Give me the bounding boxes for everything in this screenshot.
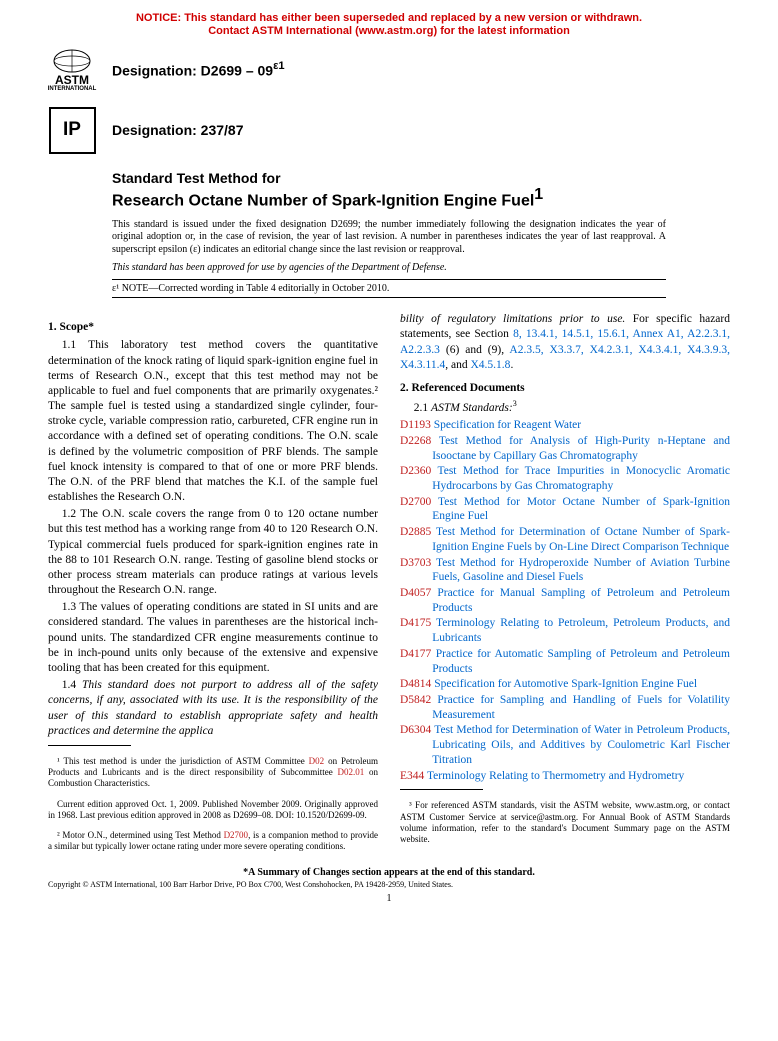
scope-links-3[interactable]: X4.5.1.8 bbox=[471, 359, 511, 371]
reference-text[interactable]: Test Method for Determination of Octane … bbox=[431, 526, 730, 553]
reference-num[interactable]: D4175 bbox=[400, 617, 431, 629]
reference-item: D6304 Test Method for Determination of W… bbox=[400, 723, 730, 767]
reference-text[interactable]: Terminology Relating to Thermometry and … bbox=[424, 770, 684, 782]
scope-head: 1. Scope* bbox=[48, 320, 378, 335]
designation-2: Designation: 237/87 bbox=[112, 122, 244, 138]
reference-item: D2885 Test Method for Determination of O… bbox=[400, 525, 730, 554]
reference-num[interactable]: D1193 bbox=[400, 419, 431, 431]
refdocs-sub-ital: ASTM Standards: bbox=[431, 402, 513, 414]
title-line: Research Octane Number of Spark-Ignition… bbox=[112, 186, 730, 210]
notice: NOTICE: This standard has either been su… bbox=[48, 12, 730, 38]
scope-p4-end: . bbox=[510, 359, 513, 371]
scope-p4-and: , and bbox=[445, 359, 470, 371]
reference-text[interactable]: Test Method for Analysis of High-Purity … bbox=[431, 435, 730, 462]
meta-text: This standard is issued under the fixed … bbox=[112, 219, 666, 257]
designation-row-2: IP Designation: 237/87 bbox=[48, 106, 730, 154]
title: Research Octane Number of Spark-Ignition… bbox=[112, 193, 534, 210]
reference-item: D4057 Practice for Manual Sampling of Pe… bbox=[400, 586, 730, 615]
reference-text[interactable]: Test Method for Trace Impurities in Mono… bbox=[431, 465, 730, 492]
refdocs-sub: 2.1 ASTM Standards:3 bbox=[400, 399, 730, 416]
scope-p2: 1.2 The O.N. scale covers the range from… bbox=[48, 507, 378, 598]
reference-text[interactable]: Test Method for Motor Octane Number of S… bbox=[431, 496, 730, 523]
meta-italic: This standard has been approved for use … bbox=[112, 262, 666, 273]
footnote-divider-right bbox=[400, 789, 483, 790]
reference-text[interactable]: Specification for Automotive Spark-Ignit… bbox=[431, 678, 697, 690]
title-prefix: Standard Test Method for bbox=[112, 170, 730, 186]
notice-line2: Contact ASTM International (www.astm.org… bbox=[208, 25, 570, 37]
scope-p4-cont-ital: bility of regulatory limitations prior t… bbox=[400, 313, 625, 325]
reference-num[interactable]: E344 bbox=[400, 770, 424, 782]
reference-item: D2268 Test Method for Analysis of High-P… bbox=[400, 434, 730, 463]
reference-num[interactable]: D4177 bbox=[400, 648, 431, 660]
reference-item: D4814 Specification for Automotive Spark… bbox=[400, 677, 730, 692]
left-column-group: 1. Scope* 1.1 This laboratory test metho… bbox=[48, 320, 378, 852]
reference-num[interactable]: D2268 bbox=[400, 435, 431, 447]
reference-text[interactable]: Practice for Sampling and Handling of Fu… bbox=[431, 694, 730, 721]
reference-item: D4177 Practice for Automatic Sampling of… bbox=[400, 647, 730, 676]
reference-text[interactable]: Test Method for Hydroperoxide Number of … bbox=[431, 557, 730, 584]
scope-p4-pre: 1.4 bbox=[62, 679, 82, 691]
scope-p4-start: 1.4 This standard does not purport to ad… bbox=[48, 678, 378, 739]
footnote-2: ² Motor O.N., determined using Test Meth… bbox=[48, 830, 378, 853]
designation-1-sup: ε1 bbox=[273, 60, 285, 72]
reference-text[interactable]: Test Method for Determination of Water i… bbox=[431, 724, 730, 765]
title-block: Standard Test Method for Research Octane… bbox=[112, 170, 730, 210]
astm-logo: ASTM INTERNATIONAL bbox=[48, 46, 96, 94]
scope-p1: 1.1 This laboratory test method covers t… bbox=[48, 338, 378, 505]
refdocs-sub-sup: 3 bbox=[513, 399, 517, 408]
reference-text[interactable]: Terminology Relating to Petroleum, Petro… bbox=[431, 617, 730, 644]
footnote-3: ³ For referenced ASTM standards, visit t… bbox=[400, 800, 730, 845]
reference-text[interactable]: Specification for Reagent Water bbox=[431, 419, 581, 431]
footnotes-right: ³ For referenced ASTM standards, visit t… bbox=[400, 800, 730, 845]
reference-item: D2700 Test Method for Motor Octane Numbe… bbox=[400, 495, 730, 524]
title-sup: 1 bbox=[534, 186, 543, 203]
footnote-divider-left bbox=[48, 745, 131, 746]
summary-note: *A Summary of Changes section appears at… bbox=[48, 867, 730, 878]
reference-item: D5842 Practice for Sampling and Handling… bbox=[400, 693, 730, 722]
link-d02[interactable]: D02 bbox=[309, 756, 325, 766]
page: NOTICE: This standard has either been su… bbox=[0, 0, 778, 924]
footnotes-left: ¹ This test method is under the jurisdic… bbox=[48, 756, 378, 853]
reference-num[interactable]: D6304 bbox=[400, 724, 431, 736]
designation-row-1: ASTM INTERNATIONAL Designation: D2699 – … bbox=[48, 46, 730, 94]
copyright: Copyright © ASTM International, 100 Barr… bbox=[48, 880, 730, 889]
footnote-1: ¹ This test method is under the jurisdic… bbox=[48, 756, 378, 790]
reference-num[interactable]: D2700 bbox=[400, 496, 431, 508]
scope-p4-cont: bility of regulatory limitations prior t… bbox=[400, 312, 730, 373]
designation-1-text: Designation: D2699 – 09 bbox=[112, 63, 273, 79]
page-number: 1 bbox=[48, 893, 730, 904]
header: ASTM INTERNATIONAL Designation: D2699 – … bbox=[48, 46, 730, 154]
link-d2700-fn[interactable]: D2700 bbox=[224, 830, 249, 840]
scope-p4-mid: (6) and (9), bbox=[440, 344, 509, 356]
designation-1: Designation: D2699 – 09ε1 bbox=[112, 60, 285, 80]
reference-text[interactable]: Practice for Automatic Sampling of Petro… bbox=[431, 648, 730, 675]
reference-item: D2360 Test Method for Trace Impurities i… bbox=[400, 464, 730, 493]
reference-text[interactable]: Practice for Manual Sampling of Petroleu… bbox=[431, 587, 730, 614]
scope-p3: 1.3 The values of operating conditions a… bbox=[48, 600, 378, 676]
epsilon-note: ε¹ NOTE—Corrected wording in Table 4 edi… bbox=[112, 279, 666, 298]
right-column-group: bility of regulatory limitations prior t… bbox=[400, 312, 730, 845]
reference-num[interactable]: D2885 bbox=[400, 526, 431, 538]
reference-item: D4175 Terminology Relating to Petroleum,… bbox=[400, 616, 730, 645]
reference-item: D1193 Specification for Reagent Water bbox=[400, 418, 730, 433]
two-column-body: 1. Scope* 1.1 This laboratory test metho… bbox=[48, 312, 730, 852]
reference-num[interactable]: D4814 bbox=[400, 678, 431, 690]
reference-num[interactable]: D4057 bbox=[400, 587, 431, 599]
reference-item: D3703 Test Method for Hydroperoxide Numb… bbox=[400, 556, 730, 585]
notice-line1: NOTICE: This standard has either been su… bbox=[136, 12, 642, 24]
reference-num[interactable]: D2360 bbox=[400, 465, 431, 477]
astm-text: ASTM bbox=[55, 74, 89, 86]
reference-list: D1193 Specification for Reagent WaterD22… bbox=[400, 418, 730, 783]
reference-item: E344 Terminology Relating to Thermometry… bbox=[400, 769, 730, 784]
scope-p4-ital: This standard does not purport to addres… bbox=[48, 679, 378, 737]
reference-num[interactable]: D3703 bbox=[400, 557, 431, 569]
footnote-1b: Current edition approved Oct. 1, 2009. P… bbox=[48, 799, 378, 822]
refdocs-head: 2. Referenced Documents bbox=[400, 381, 730, 396]
astm-intl-text: INTERNATIONAL bbox=[48, 86, 97, 92]
link-d0201[interactable]: D02.01 bbox=[338, 767, 365, 777]
ip-logo: IP bbox=[49, 107, 96, 154]
reference-num[interactable]: D5842 bbox=[400, 694, 431, 706]
ip-logo-wrap: IP bbox=[48, 106, 96, 154]
